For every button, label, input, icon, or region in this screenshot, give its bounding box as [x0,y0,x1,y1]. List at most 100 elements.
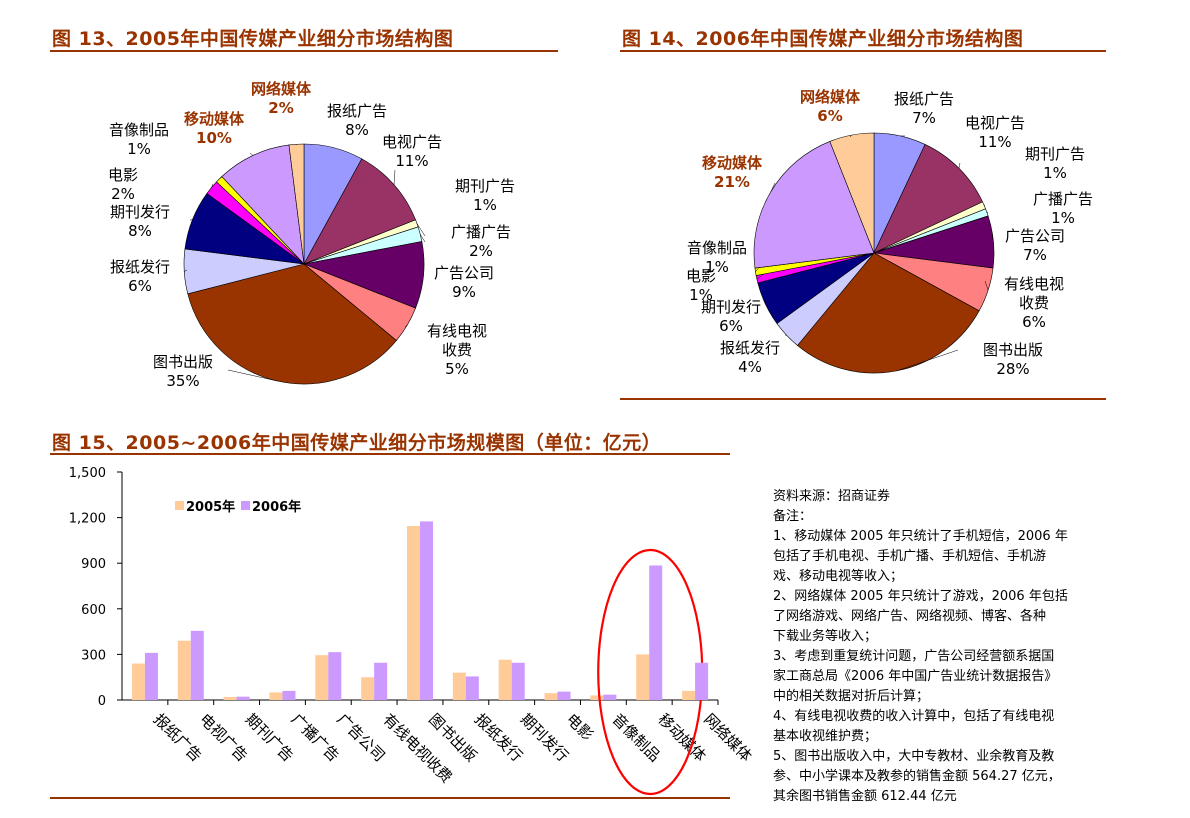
bar-x-tick-label: 音像制品 [609,710,664,765]
pie14-slice-label: 电视广告 [965,114,1025,132]
fig15-title: 图 15、2005~2006年中国传媒产业细分市场规模图（单位：亿元） [52,432,662,454]
pie13-slice [187,263,397,385]
bar-2005 [269,692,283,700]
bar-2006 [649,565,663,700]
pie13-slice-label: 8% [345,121,369,139]
bar-2005 [361,677,375,700]
pie13-slice-label: 2% [268,99,293,117]
pie13-slice-label: 35% [166,372,199,390]
pie14-slice-label: 7% [1023,246,1047,264]
pie14-slice-label: 报纸发行 [720,339,780,357]
pie13-slice-label: 移动媒体 [184,110,245,128]
bar-y-tick-label: 0 [98,694,106,709]
bar-2006 [328,652,342,700]
pie13-slice-label: 10% [196,129,232,147]
bar-2006 [236,696,250,700]
pie13-slice-label: 报纸发行 [110,258,170,276]
pie13-slice-label: 报纸广告 [327,102,387,120]
bar-2006 [603,694,617,700]
pie13-slice [303,158,416,265]
pie13-slice-label: 收费 [442,341,472,359]
bar-x-tick-label: 移动媒体 [654,710,709,765]
bar-x-tick-label: 网络媒体 [700,710,755,765]
bar-2005 [131,663,145,700]
notes-heading: 备注： [773,509,813,524]
pie13-leader-line [295,144,297,146]
pie14-slice [753,141,875,269]
bar-2006 [465,676,479,700]
bar-x-tick-label: 电视广告 [196,710,251,765]
bar-x-tick-label: 期刊广告 [242,710,297,765]
notes-item: 5、图书出版收入中，大中专教材、业余教育及教 参、中小学课本及教参的销售金额 5… [773,749,1061,804]
pie14-slice-label: 电影 [686,267,716,285]
pie13-slice-label: 图书出版 [153,353,213,371]
legend-label-2005: 2005年 [186,500,236,515]
notes-source: 资料来源：招商证券 [773,489,891,504]
pie13-leader-line [218,176,223,180]
bar-2006 [190,630,204,700]
pie14-slice-label: 1% [689,286,713,304]
pie14-slice-label: 期刊发行 [701,298,761,316]
bar-x-tick-label: 报纸广告 [150,710,205,765]
pie14-slice-label: 11% [978,133,1011,151]
legend-2005: 2005年 [175,496,235,515]
pie14-slice-label: 收费 [1019,294,1049,312]
pie14-leader-line [849,134,852,138]
pie14-slice-label: 28% [996,360,1029,378]
bar-2005 [498,659,512,700]
bar-2005 [407,525,420,700]
pie14-slice-label: 图书出版 [983,341,1043,359]
pie13-leader-line [419,234,426,243]
pie14-slice-label: 网络媒体 [800,88,861,106]
bar-y-tick-label: 900 [81,557,106,572]
pie13-leader-line [416,223,426,237]
bar-2005 [590,695,604,700]
bar-y-tick-label: 600 [81,603,106,618]
bar-2005 [177,640,191,700]
pie14-slice [797,252,980,374]
bar-2006 [144,652,158,700]
bar-2006 [282,690,296,700]
pie14-leader-line [984,280,989,291]
pie13-slice-label: 2% [111,185,135,203]
bar-2006 [374,662,388,700]
bar-2005 [544,693,558,700]
pie14-leader-line [958,162,961,169]
pie14-slice-label: 6% [719,317,743,335]
pie13-slice-label: 1% [127,140,151,158]
notes-item: 1、移动媒体 2005 年只统计了手机短信，2006 年 包括了手机电视、手机广… [773,529,1068,584]
bar-x-tick-label: 广告公司 [333,710,388,765]
pie13-slice-label: 有线电视 [427,322,487,340]
pie14-slice-label: 6% [817,107,842,125]
pie14-slice-label: 1% [1051,209,1075,227]
fig14-bottom-rule [620,398,1106,400]
pie13-slice-label: 网络媒体 [251,80,312,98]
pie13-slice-label: 广告公司 [434,264,494,282]
pie14-slice-label: 21% [714,173,750,191]
pie13-slice-label: 广播广告 [451,223,511,241]
pie13-leader-line [404,324,408,328]
pie13-slice-label: 6% [128,277,152,295]
bar-x-tick-label: 报纸发行 [471,710,526,765]
bar-2006 [557,691,571,700]
bar-x-tick-label: 电影 [563,710,597,744]
pie13-leader-line [423,275,425,277]
pie14-slice-label: 报纸广告 [894,90,954,108]
pie14-slice-label: 6% [1022,313,1046,331]
legend-swatch-2006 [241,501,250,510]
pie13-slice-label: 1% [473,196,497,214]
pie14-slice [873,144,983,254]
fig13-title: 图 13、2005年中国传媒产业细分市场结构图 [52,28,454,50]
bar-x-tick-label: 广播广告 [288,710,343,765]
pie14-slice-label: 广播广告 [1033,190,1093,208]
pie13-slice-label: 电视广告 [382,133,442,151]
fig15-rule [50,453,730,455]
bar-2006 [695,662,709,700]
pie13-slice-label: 5% [445,360,469,378]
pie13-leader-line [393,169,396,185]
pie14-slice-label: 有线电视 [1004,275,1064,293]
bar-y-tick-label: 1,500 [69,466,106,481]
bar-y-tick-label: 1,200 [69,512,106,527]
pie14-leader-line [991,234,994,242]
pie14-slice-label: 音像制品 [687,239,747,257]
